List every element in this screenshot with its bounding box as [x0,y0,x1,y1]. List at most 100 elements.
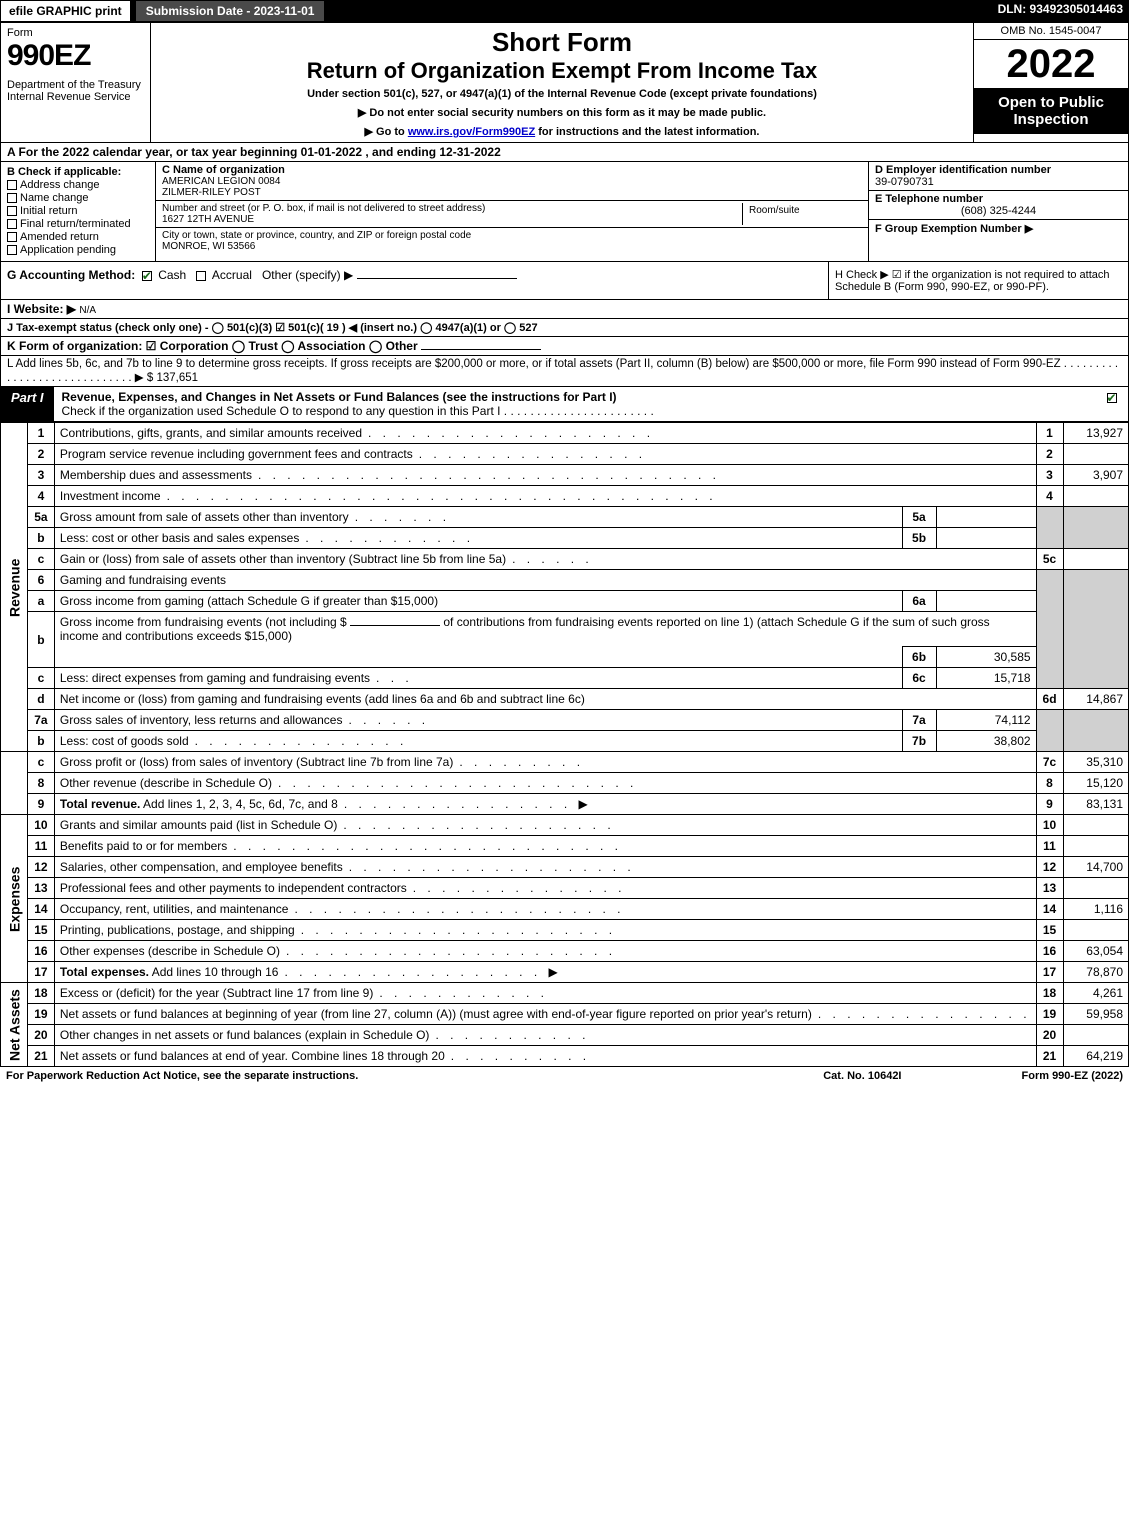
line-desc: Gross profit or (loss) from sales of inv… [54,752,1036,773]
k-text: K Form of organization: ☑ Corporation ◯ … [7,339,418,353]
line-desc: Other revenue (describe in Schedule O). … [54,773,1036,794]
side-expenses: Expenses [1,815,28,983]
org-name-value: AMERICAN LEGION 0084 ZILMER-RILEY POST [162,176,862,198]
line-rnum: 14 [1036,899,1063,920]
line-rnum: 18 [1036,983,1063,1004]
goto-pre: ▶ Go to [365,126,408,138]
spacer [325,0,991,22]
line-amt: 13,927 [1063,423,1129,444]
sub-amt: 38,802 [936,731,1036,752]
part-i-checkbox[interactable] [1098,387,1128,421]
line-rnum: 21 [1036,1046,1063,1067]
cash-label: Cash [158,268,186,282]
grey-cell [1036,570,1063,689]
irs-link[interactable]: www.irs.gov/Form990EZ [408,126,535,138]
row-i-website: I Website: ▶ N/A [0,300,1129,319]
line-num: a [28,591,55,612]
form-label: Form [7,27,144,39]
desc-part1: Gross income from fundraising events (no… [60,615,347,629]
row-l-gross-receipts: L Add lines 5b, 6c, and 7b to line 9 to … [0,356,1129,387]
line-amt: 63,054 [1063,941,1129,962]
cb-application-pending[interactable]: Application pending [7,244,149,256]
l-amount: 137,651 [156,372,198,384]
submission-date-button[interactable]: Submission Date - 2023-11-01 [135,0,326,22]
sub-amt [936,507,1036,528]
line-desc: Benefits paid to or for members. . . . .… [54,836,1036,857]
line-num: b [28,731,55,752]
line-amt [1063,815,1129,836]
cb-name-change[interactable]: Name change [7,192,149,204]
sub-num: 6b [902,647,936,668]
line-rnum: 8 [1036,773,1063,794]
line-amt [1063,878,1129,899]
line-desc-cont [54,647,902,668]
street-value: 1627 12TH AVENUE [162,214,742,225]
footer-right: Form 990-EZ (2022) [1022,1070,1124,1082]
sub-num: 5a [902,507,936,528]
form-header: Form 990EZ Department of the Treasury In… [0,22,1129,143]
line-desc: Excess or (deficit) for the year (Subtra… [54,983,1036,1004]
line-amt: 83,131 [1063,794,1129,815]
line-amt: 64,219 [1063,1046,1129,1067]
dln-label: DLN: 93492305014463 [992,0,1129,22]
sub-num: 5b [902,528,936,549]
line-desc: Grants and similar amounts paid (list in… [54,815,1036,836]
g-label: G Accounting Method: [7,268,135,282]
line-desc: Net income or (loss) from gaming and fun… [54,689,1036,710]
org-name-block: C Name of organization AMERICAN LEGION 0… [156,162,868,201]
line-amt [1063,920,1129,941]
cb-label: Final return/terminated [20,218,131,230]
ssn-warning: ▶ Do not enter social security numbers o… [159,106,965,119]
line-num: 1 [28,423,55,444]
grey-cell [1063,570,1129,689]
row-j-tax-exempt: J Tax-exempt status (check only one) - ◯… [0,319,1129,337]
side-blank [1,752,28,815]
row-k-form-org: K Form of organization: ☑ Corporation ◯ … [0,337,1129,356]
line-amt: 14,700 [1063,857,1129,878]
cb-address-change[interactable]: Address change [7,179,149,191]
schedule-b-check: H Check ▶ ☑ if the organization is not r… [828,262,1128,299]
line-num: 21 [28,1046,55,1067]
line-amt: 59,958 [1063,1004,1129,1025]
line-num: 7a [28,710,55,731]
street-block: Number and street (or P. O. box, if mail… [156,201,868,228]
room-label: Room/suite [749,205,856,216]
cb-amended-return[interactable]: Amended return [7,231,149,243]
line-num: 18 [28,983,55,1004]
line-num: 14 [28,899,55,920]
col-c-org-info: C Name of organization AMERICAN LEGION 0… [156,162,868,261]
cb-accrual[interactable] [196,271,206,281]
col-de: D Employer identification number 39-0790… [868,162,1128,261]
phone-block: E Telephone number (608) 325-4244 [869,191,1128,220]
line-num: 15 [28,920,55,941]
ein-value: 39-0790731 [875,176,1122,188]
line-amt [1063,1025,1129,1046]
col-b-header: B Check if applicable: [7,166,149,178]
grey-cell [1063,507,1129,549]
cb-initial-return[interactable]: Initial return [7,205,149,217]
footer-mid: Cat. No. 10642I [823,1070,901,1082]
cb-final-return[interactable]: Final return/terminated [7,218,149,230]
line-desc: Other expenses (describe in Schedule O).… [54,941,1036,962]
line-num: 11 [28,836,55,857]
sub-amt [936,591,1036,612]
line-num: 6 [28,570,55,591]
line-desc: Gross sales of inventory, less returns a… [54,710,902,731]
line-num: 13 [28,878,55,899]
sub-num: 7a [902,710,936,731]
identity-block: B Check if applicable: Address change Na… [0,162,1129,262]
line-num: b [28,612,55,668]
line-num: 8 [28,773,55,794]
line-num: 2 [28,444,55,465]
open-inspection: Open to Public Inspection [974,88,1128,134]
line-desc: Total expenses. Add lines 10 through 16.… [54,962,1036,983]
line-num: 10 [28,815,55,836]
row-gh: G Accounting Method: Cash Accrual Other … [0,262,1129,300]
efile-print-button[interactable]: efile GRAPHIC print [0,0,131,22]
line-desc: Gain or (loss) from sale of assets other… [54,549,1036,570]
line-num: c [28,549,55,570]
line-desc: Less: direct expenses from gaming and fu… [54,668,902,689]
cb-cash[interactable] [142,271,152,281]
footer-left: For Paperwork Reduction Act Notice, see … [6,1070,823,1082]
line-num: 19 [28,1004,55,1025]
